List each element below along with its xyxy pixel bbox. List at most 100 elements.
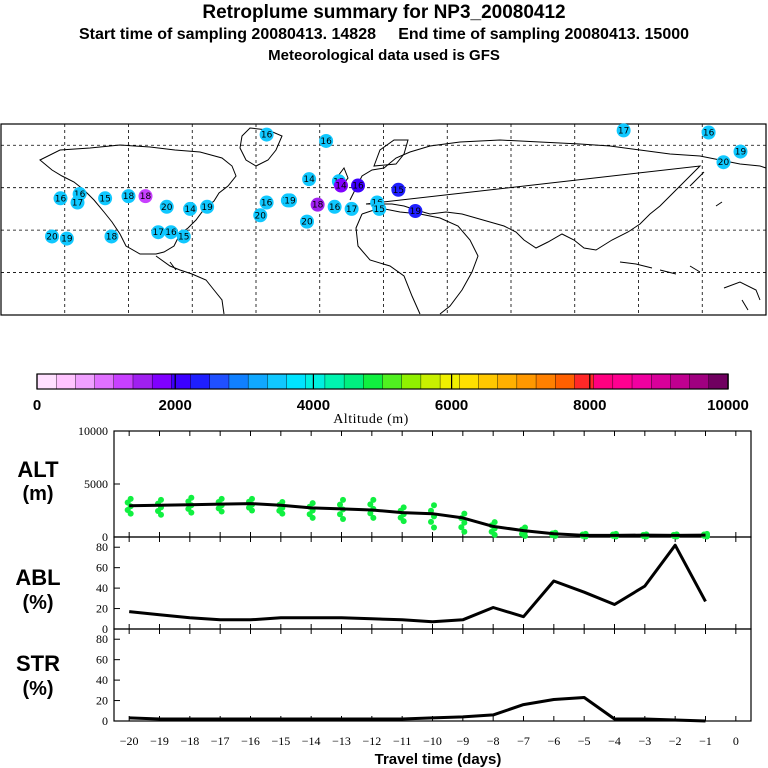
x-tick-label: −13 xyxy=(332,734,351,748)
met-data-line: Meteorological data used is GFS xyxy=(268,47,500,64)
plume-marker-label: 19 xyxy=(61,235,73,245)
x-tick-label: −8 xyxy=(487,734,500,748)
plume-marker-label: 14 xyxy=(303,175,315,185)
y-tick-label: 80 xyxy=(96,540,108,554)
plume-marker xyxy=(151,225,166,240)
alt-scatter-point xyxy=(340,496,346,503)
alt-scatter-point xyxy=(522,524,528,531)
colorbar-cell xyxy=(593,373,614,390)
y-tick-label: 20 xyxy=(96,694,108,708)
abl-panel-frame xyxy=(113,536,752,630)
alt-scatter-point xyxy=(431,502,437,509)
abl-series-line xyxy=(129,543,707,624)
colorbar-cell xyxy=(382,373,403,390)
alt-scatter-point xyxy=(431,524,437,531)
plume-marker xyxy=(327,199,342,214)
plume-marker-label: 16 xyxy=(320,137,332,147)
colorbar-cell xyxy=(324,373,345,390)
abl-unit: (%) xyxy=(22,592,53,614)
colorbar-cell xyxy=(708,373,729,390)
alt-scatter-point xyxy=(127,495,134,502)
colorbar-cell xyxy=(94,373,115,390)
plume-marker xyxy=(310,197,325,212)
plume-marker xyxy=(302,172,317,187)
x-tick-label: −2 xyxy=(669,734,682,748)
plume-marker xyxy=(253,208,268,223)
y-tick-label: 40 xyxy=(96,673,108,687)
colorbar-cell xyxy=(497,373,518,390)
plume-marker xyxy=(319,133,334,148)
colorbar-cell xyxy=(574,373,595,390)
colorbar-tick-label: 2000 xyxy=(159,397,192,414)
x-tick-label: −16 xyxy=(241,734,260,748)
colorbar-cell xyxy=(363,373,384,390)
x-tick-label: −20 xyxy=(120,734,139,748)
alt-scatter-point xyxy=(158,496,164,503)
y-tick-label: 0 xyxy=(102,530,108,544)
plume-marker xyxy=(300,214,314,229)
plume-marker-label: 16 xyxy=(165,228,177,238)
x-tick-label: −15 xyxy=(271,734,290,748)
alt-scatter-point xyxy=(461,510,468,517)
alt-scatter-point xyxy=(458,524,465,531)
colorbar-cell xyxy=(420,373,441,390)
plume-marker xyxy=(733,144,748,159)
colorbar-cell xyxy=(478,373,499,390)
colorbar-tick-label: 8000 xyxy=(573,397,606,414)
plume-marker-label: 19 xyxy=(735,148,747,158)
plume-marker xyxy=(164,225,178,240)
colorbar-cell xyxy=(439,373,460,390)
colorbar-tick-label: 0 xyxy=(33,397,41,414)
plume-marker-label: 16 xyxy=(261,131,273,141)
y-tick-label: 60 xyxy=(96,561,108,575)
y-tick-label: 5000 xyxy=(84,477,108,491)
colorbar-cell xyxy=(459,373,480,390)
sampling-time-line: Start time of sampling 20080413. 14828 E… xyxy=(78,26,690,43)
x-tick-label: −9 xyxy=(456,734,469,748)
colorbar-cell xyxy=(516,373,537,390)
x-tick-label: −17 xyxy=(211,734,230,748)
alt-scatter-point xyxy=(337,511,343,518)
plume-marker xyxy=(59,231,74,246)
plume-marker-label: 19 xyxy=(284,196,296,206)
str-title: STR xyxy=(16,651,60,676)
alt-scatter-point xyxy=(279,499,286,506)
world-map: 1616171619201415161615181720141916162019… xyxy=(0,123,767,316)
x-tick-label: −10 xyxy=(423,734,442,748)
alt-scatter-point xyxy=(367,510,374,517)
alt-scatter-point xyxy=(428,518,434,525)
colorbar-cell xyxy=(75,373,96,390)
plume-marker-label: 18 xyxy=(106,232,118,242)
y-tick-label: 60 xyxy=(96,653,108,667)
chart-title: Retroplume summary for NP3_20080412 xyxy=(202,2,566,23)
colorbar-cell xyxy=(670,373,691,390)
plume-marker xyxy=(98,191,113,206)
y-tick-label: 40 xyxy=(96,581,108,595)
x-tick-label: −1 xyxy=(699,734,712,748)
colorbar-cell xyxy=(36,373,57,390)
plume-marker xyxy=(159,199,174,214)
plume-marker-label: 19 xyxy=(201,203,213,213)
plume-marker xyxy=(138,189,153,204)
plume-marker xyxy=(351,178,365,193)
x-tick-label: 0 xyxy=(733,734,739,748)
plume-marker xyxy=(334,178,348,193)
str-panel-frame xyxy=(113,628,752,722)
x-tick-label: −3 xyxy=(638,734,651,748)
plume-marker-label: 16 xyxy=(703,128,715,138)
plume-marker xyxy=(104,229,119,244)
x-tick-label: −5 xyxy=(578,734,591,748)
colorbar-cell xyxy=(209,373,230,390)
plume-marker-label: 19 xyxy=(410,207,422,217)
plume-marker-label: 17 xyxy=(72,199,83,209)
alt-unit: (m) xyxy=(22,483,53,505)
plume-marker-label: 18 xyxy=(123,192,135,202)
plume-marker xyxy=(176,229,191,244)
colorbar-tick-label: 4000 xyxy=(297,397,330,414)
plume-marker-label: 17 xyxy=(153,228,164,238)
colorbar-cell xyxy=(343,373,365,390)
plume-marker xyxy=(408,204,423,219)
alt-scatter-point xyxy=(337,501,343,508)
colorbar-cell xyxy=(401,373,422,390)
plume-marker-label: 15 xyxy=(178,232,189,242)
